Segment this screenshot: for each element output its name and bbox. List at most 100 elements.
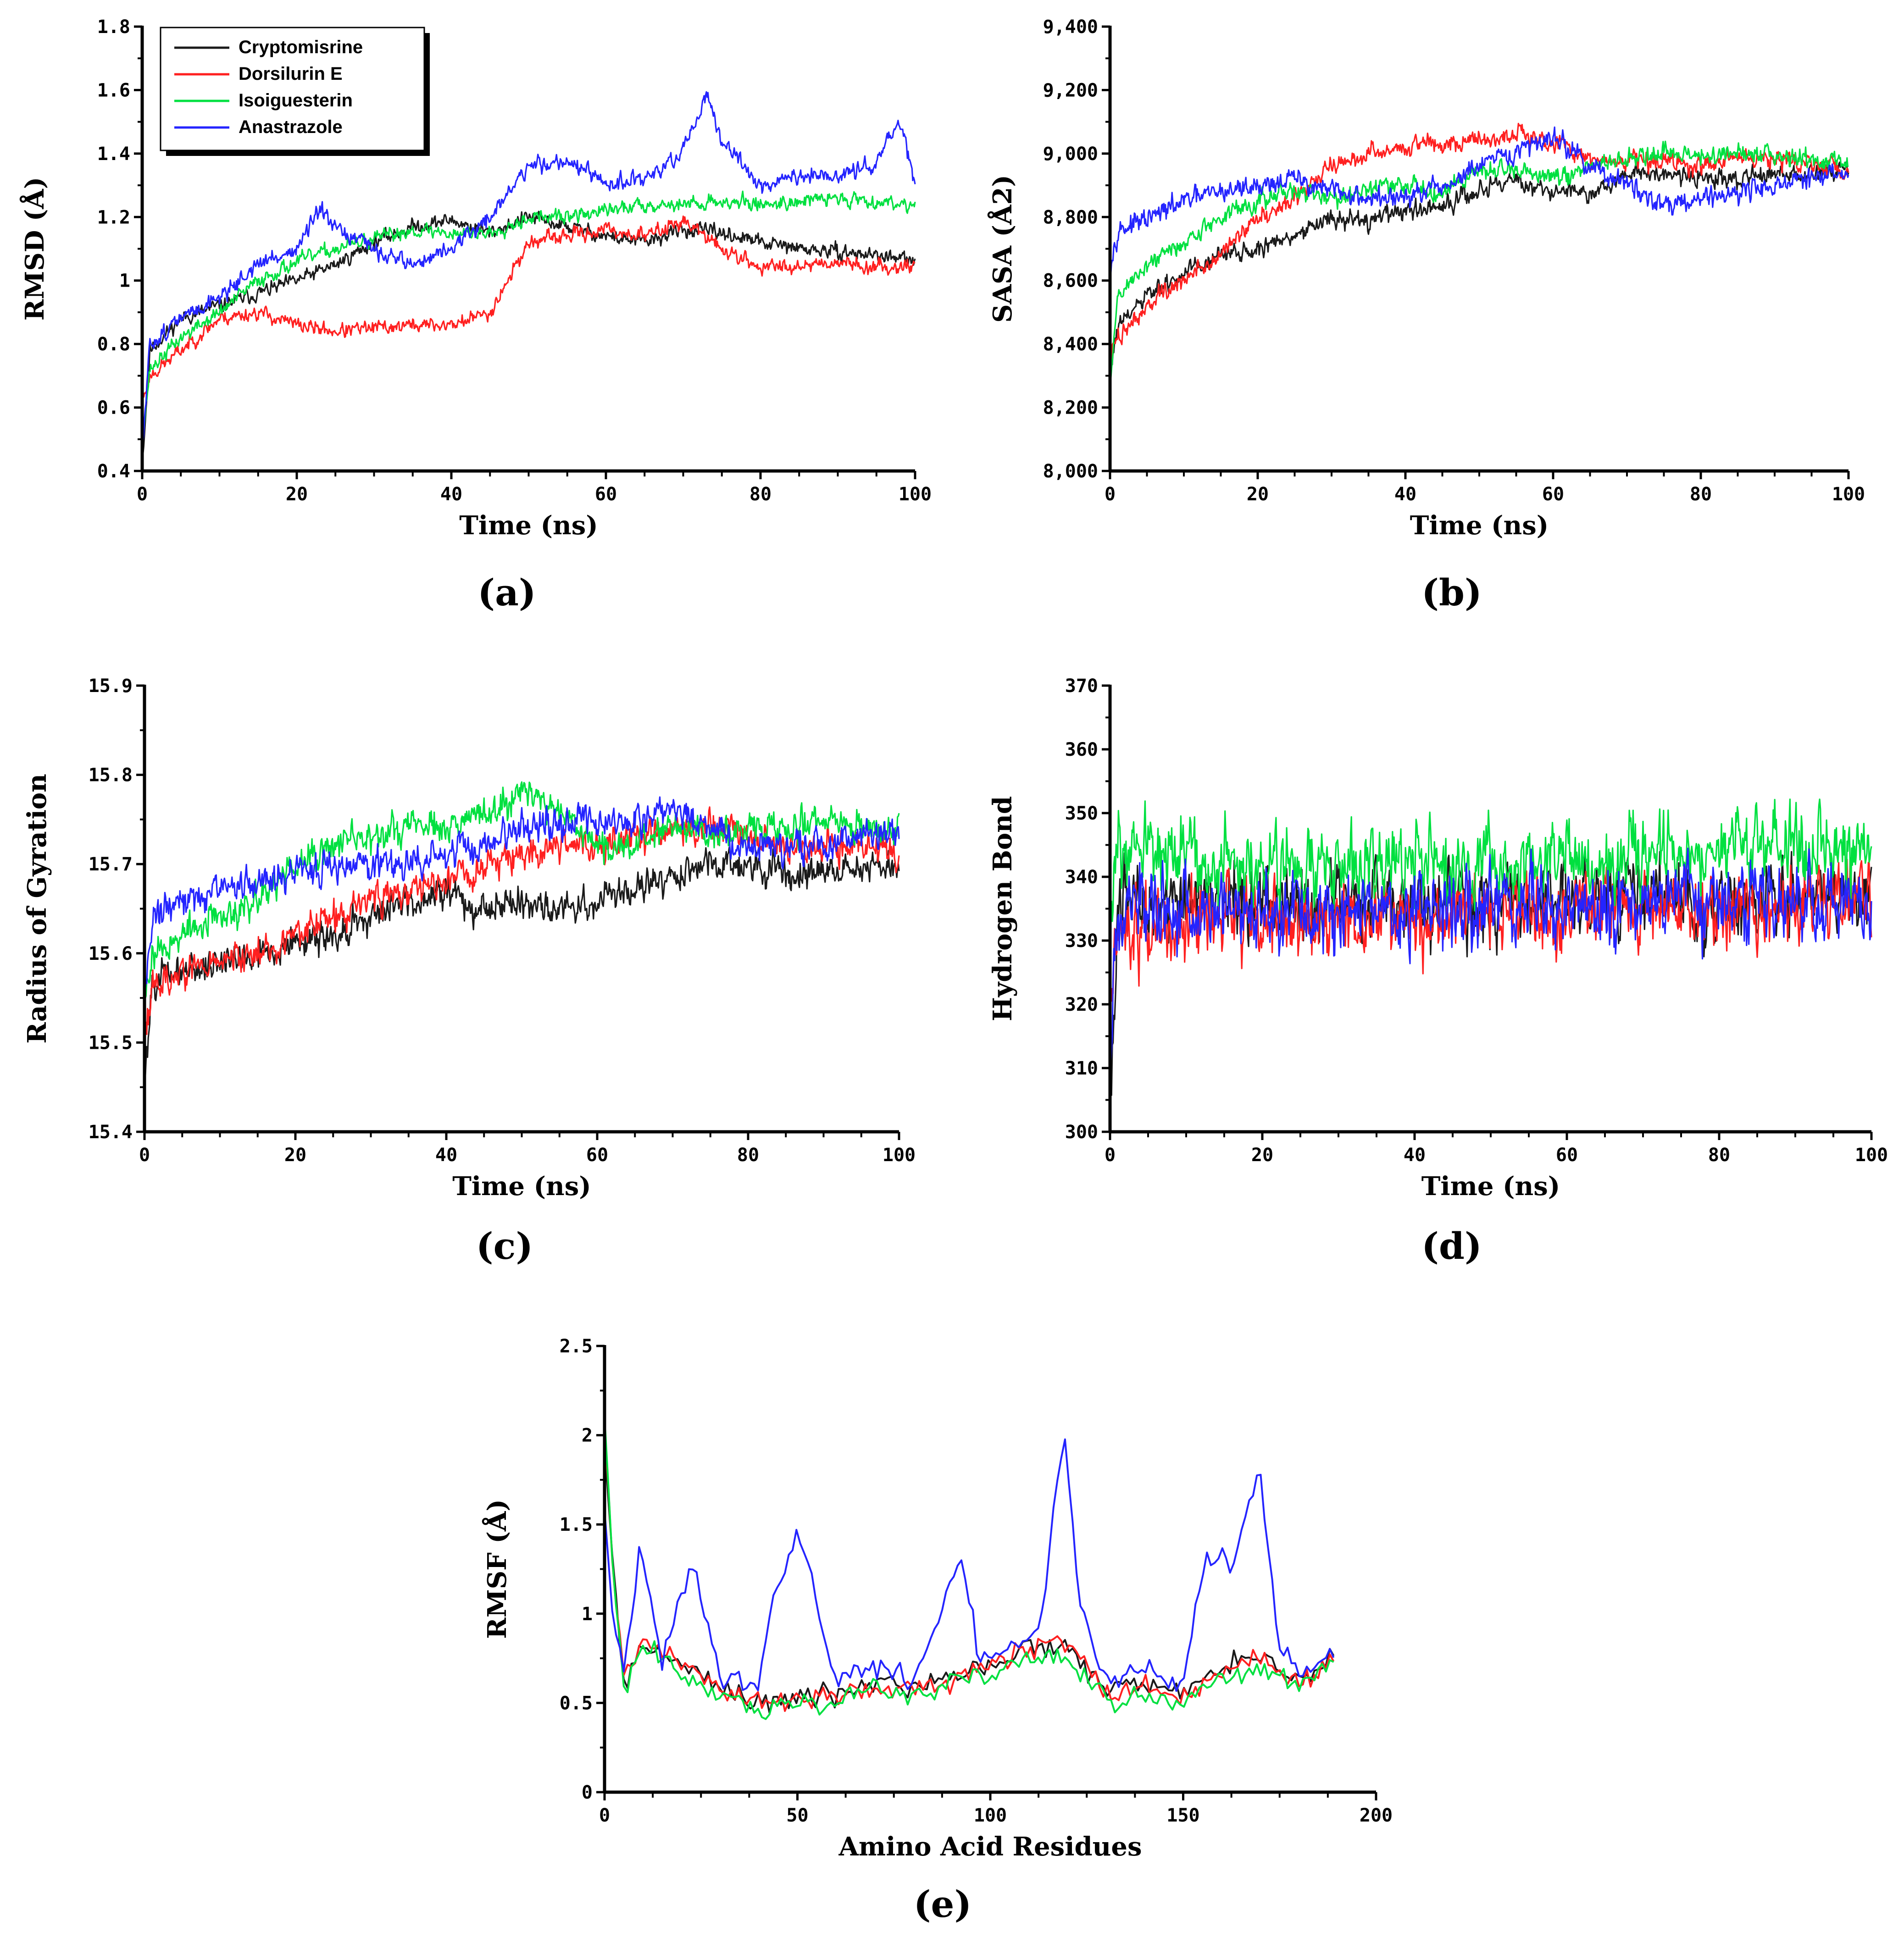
y-tick-label: 8,600 — [1043, 271, 1098, 292]
x-axis-title: Time (ns) — [1410, 510, 1549, 541]
series-line-cryptomisrine — [142, 210, 916, 469]
series-line-anastrazole — [1110, 847, 1872, 1063]
y-tick-label: 320 — [1065, 994, 1098, 1015]
x-tick-label: 200 — [1360, 1805, 1393, 1826]
x-tick-label: 60 — [1556, 1145, 1578, 1166]
y-tick-label: 8,200 — [1043, 398, 1098, 419]
x-tick-label: 20 — [1251, 1145, 1273, 1166]
y-tick-label: 15.6 — [89, 943, 133, 964]
y-tick-label: 310 — [1065, 1058, 1098, 1079]
y-tick-label: 360 — [1065, 739, 1098, 760]
y-tick-label: 8,000 — [1043, 461, 1098, 482]
panel-label: (c) — [476, 1224, 533, 1268]
x-tick-label: 0 — [137, 484, 148, 505]
x-tick-label: 80 — [749, 484, 772, 505]
x-axis-title: Amino Acid Residues — [838, 1832, 1142, 1862]
x-tick-label: 80 — [1708, 1145, 1730, 1166]
y-tick-label: 0.6 — [97, 398, 130, 419]
y-tick-label: 1 — [582, 1604, 593, 1625]
legend-entry: Dorsilurin E — [239, 64, 343, 84]
series-line-dorsilurin-e — [142, 215, 916, 404]
y-axis-title: Radius of Gyration — [22, 774, 52, 1044]
series-line-dorsilurin-e — [605, 1433, 1335, 1712]
y-tick-label: 9,000 — [1043, 144, 1098, 165]
series-line-isoiguesterin — [142, 190, 916, 443]
x-tick-label: 40 — [1394, 484, 1416, 505]
x-tick-label: 100 — [883, 1145, 916, 1166]
x-tick-label: 100 — [1832, 484, 1865, 505]
legend: Cryptomisrine Dorsilurin E Isoiguesterin An… — [160, 27, 430, 156]
panel-label: (b) — [1421, 571, 1482, 614]
x-tick-label: 40 — [435, 1145, 457, 1166]
y-tick-label: 8,800 — [1043, 207, 1098, 228]
series-line-isoiguesterin — [605, 1417, 1334, 1720]
y-tick-label: 1.6 — [97, 80, 130, 101]
x-tick-label: 80 — [1690, 484, 1712, 505]
y-tick-label: 0.5 — [560, 1693, 593, 1714]
x-tick-label: 20 — [286, 484, 308, 505]
series-line-anastrazole — [144, 796, 900, 1006]
x-axis-title: Time (ns) — [459, 510, 598, 541]
y-tick-label: 9,200 — [1043, 80, 1098, 101]
x-tick-label: 100 — [899, 484, 932, 505]
legend-entry: Anastrazole — [239, 117, 343, 137]
x-tick-label: 0 — [599, 1805, 610, 1826]
y-tick-label: 340 — [1065, 867, 1098, 888]
panel-label: (e) — [914, 1883, 972, 1926]
x-tick-label: 60 — [595, 484, 617, 505]
x-tick-label: 100 — [974, 1805, 1007, 1826]
x-tick-label: 150 — [1166, 1805, 1199, 1826]
y-tick-label: 15.7 — [89, 854, 133, 875]
y-tick-label: 2.5 — [560, 1336, 593, 1357]
x-axis-title: Time (ns) — [452, 1171, 591, 1202]
chart-panel-c: 15.4 15.5 15.6 15.7 15.8 15.9 0 20 40 60 80 100 Time… — [22, 676, 916, 1268]
panel-label: (a) — [477, 571, 536, 614]
x-tick-label: 60 — [586, 1145, 608, 1166]
y-tick-label: 330 — [1065, 930, 1098, 952]
series-group — [144, 781, 900, 1085]
y-tick-label: 15.5 — [89, 1032, 133, 1053]
y-axis-title: RMSF (Å) — [482, 1499, 512, 1639]
series-group — [1110, 798, 1872, 1109]
series-group — [1110, 122, 1849, 393]
y-tick-label: 1.8 — [97, 17, 130, 38]
y-tick-label: 0.8 — [97, 334, 130, 355]
x-tick-label: 50 — [786, 1805, 808, 1826]
series-line-anastrazole — [1110, 126, 1849, 276]
series-line-anastrazole — [142, 91, 916, 453]
x-tick-label: 0 — [1105, 1145, 1116, 1166]
chart-panel-d: 300 310 320 330 340 350 360 370 0 20 40 60 80 100 Time… — [988, 676, 1888, 1268]
panel-label: (d) — [1421, 1224, 1482, 1268]
y-axis-title: SASA (Å2) — [987, 175, 1018, 323]
series-group — [605, 1417, 1335, 1720]
x-tick-label: 40 — [1404, 1145, 1426, 1166]
y-axis-title: Hydrogen Bond — [988, 796, 1018, 1021]
x-tick-label: 0 — [1105, 484, 1116, 505]
y-tick-label: 1 — [119, 271, 130, 292]
y-tick-label: 8,400 — [1043, 334, 1098, 355]
x-tick-label: 40 — [440, 484, 462, 505]
series-line-anastrazole — [605, 1438, 1335, 1692]
y-tick-label: 15.8 — [89, 765, 133, 786]
y-tick-label: 300 — [1065, 1122, 1098, 1143]
series-line-dorsilurin-e — [1110, 122, 1849, 364]
chart-panel-a: 0.4 0.6 0.8 1 1.2 1.4 1.6 1.8 0 20 40 60 80 100 Time (… — [19, 17, 932, 614]
y-tick-label: 1.2 — [97, 207, 130, 228]
chart-panel-b: 8,000 8,200 8,400 8,600 8,800 9,000 9,200 9,400… — [987, 17, 1865, 614]
x-tick-label: 100 — [1855, 1145, 1888, 1166]
x-tick-label: 60 — [1542, 484, 1564, 505]
series-line-isoiguesterin — [1110, 140, 1849, 393]
x-tick-label: 0 — [139, 1145, 150, 1166]
y-tick-label: 15.4 — [89, 1122, 133, 1143]
x-tick-label: 20 — [1247, 484, 1269, 505]
x-axis-title: Time (ns) — [1421, 1171, 1560, 1202]
series-line-dorsilurin-e — [144, 806, 900, 1035]
y-tick-label: 350 — [1065, 803, 1098, 824]
x-tick-label: 80 — [737, 1145, 759, 1166]
y-tick-label: 1.4 — [97, 144, 130, 165]
series-line-cryptomisrine — [1110, 161, 1849, 375]
y-tick-label: 370 — [1065, 676, 1098, 697]
x-tick-label: 20 — [284, 1145, 306, 1166]
chart-panel-e: 0 0.5 1 1.5 2 2.5 0 50 100 150 200 Amino Acid Resid… — [482, 1336, 1393, 1926]
